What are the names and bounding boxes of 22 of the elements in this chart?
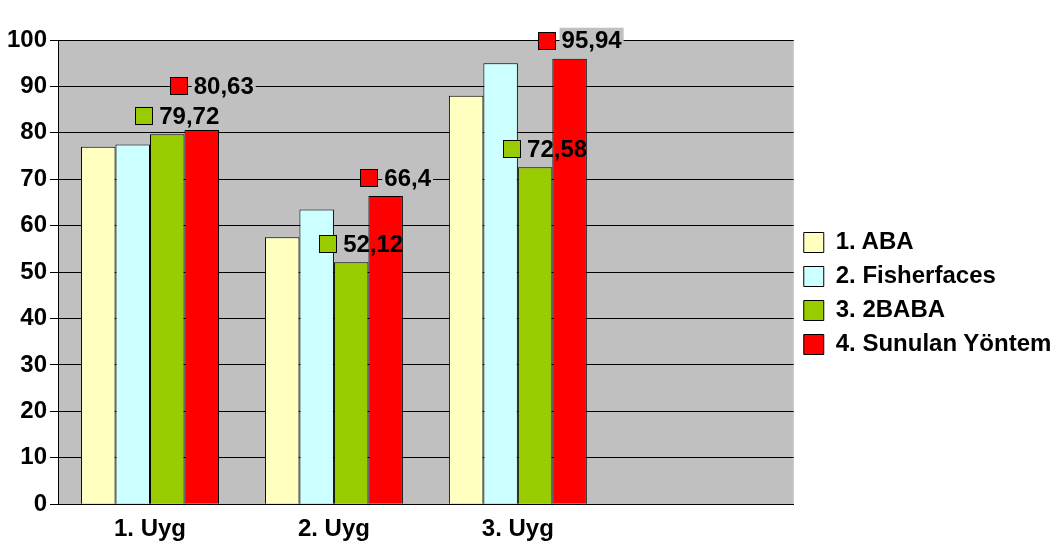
x-tick-label: 1. Uyg bbox=[113, 514, 187, 542]
y-tick-label: 20 bbox=[20, 395, 48, 423]
legend-label: 4. Sunulan Yöntem bbox=[835, 329, 1052, 357]
y-tick-label: 50 bbox=[20, 256, 48, 284]
legend-label: 3. 2BABA bbox=[835, 295, 946, 323]
y-tick-label: 80 bbox=[20, 117, 48, 145]
data-label: 95,94 bbox=[561, 26, 623, 54]
y-tick-label: 30 bbox=[20, 349, 48, 377]
y-tick-label: 100 bbox=[7, 24, 48, 52]
data-label: 79,72 bbox=[159, 101, 220, 129]
data-label: 66,4 bbox=[384, 163, 432, 191]
legend-label: 1. ABA bbox=[835, 227, 914, 255]
y-tick-label: 40 bbox=[20, 303, 48, 331]
data-label: 80,63 bbox=[193, 71, 254, 99]
y-tick-label: 10 bbox=[20, 442, 48, 470]
x-tick-label: 3. Uyg bbox=[481, 514, 554, 542]
x-tick-label: 2. Uyg bbox=[297, 514, 370, 542]
y-tick-label: 0 bbox=[33, 488, 48, 516]
y-tick-label: 90 bbox=[20, 71, 48, 99]
legend-label: 2. Fisherfaces bbox=[835, 261, 996, 289]
y-tick-label: 70 bbox=[20, 163, 48, 191]
y-tick-label: 60 bbox=[20, 210, 48, 238]
